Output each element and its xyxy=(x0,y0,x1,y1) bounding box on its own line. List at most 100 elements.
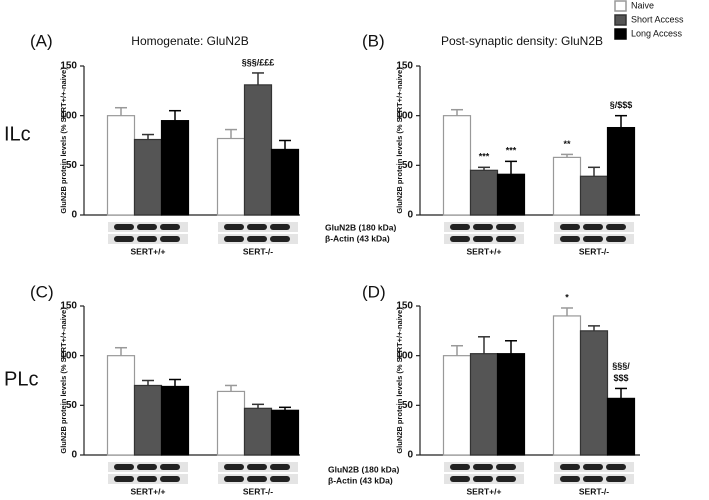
chart-title: Post-synaptic density: GluN2B xyxy=(441,34,603,48)
y-tick-label: 50 xyxy=(402,400,414,411)
legend-label: Long Access xyxy=(631,28,683,38)
legend-label: Naive xyxy=(631,0,654,10)
y-tick-label: 0 xyxy=(407,450,413,461)
blot-band xyxy=(224,476,244,482)
legend-swatch xyxy=(614,0,627,12)
blot-band xyxy=(137,236,157,242)
y-tick-label: 50 xyxy=(66,400,78,411)
x-tick-label: SERT+/+ xyxy=(131,486,166,496)
bar xyxy=(160,385,190,456)
bar xyxy=(270,148,300,216)
blot-band xyxy=(606,236,626,242)
blot-band xyxy=(270,236,290,242)
blot-band xyxy=(247,224,267,230)
panel-label: (A) xyxy=(30,31,53,50)
row-label: PLc xyxy=(4,368,38,390)
bar xyxy=(469,169,499,216)
bar xyxy=(496,353,526,456)
blot-band xyxy=(496,476,516,482)
blot-band xyxy=(450,236,470,242)
blot-band xyxy=(114,464,134,470)
blot-band xyxy=(114,476,134,482)
blot-band xyxy=(160,464,180,470)
y-tick-label: 100 xyxy=(60,110,77,121)
blot-band xyxy=(606,476,626,482)
blot-band xyxy=(473,236,493,242)
blot-band xyxy=(606,224,626,230)
annotation: $$$ xyxy=(613,373,628,383)
blot-band xyxy=(137,224,157,230)
y-tick-label: 0 xyxy=(71,450,77,461)
blot-band xyxy=(137,464,157,470)
annotation: *** xyxy=(479,152,490,162)
blot-band xyxy=(114,236,134,242)
panel-label: (B) xyxy=(362,31,385,50)
bar xyxy=(270,409,300,456)
bar xyxy=(579,330,609,456)
bar xyxy=(216,137,246,216)
y-tick-label: 50 xyxy=(402,160,414,171)
blot-band xyxy=(583,236,603,242)
blot-band xyxy=(606,464,626,470)
x-tick-label: SERT-/- xyxy=(579,486,609,496)
y-tick-label: 50 xyxy=(66,160,78,171)
bar xyxy=(552,315,582,456)
blot-band xyxy=(270,476,290,482)
blot-band xyxy=(247,236,267,242)
blot-band xyxy=(583,464,603,470)
y-axis-label: GluN2B protein levels (% SERT+/+-naive) xyxy=(395,67,404,214)
blot-band xyxy=(270,224,290,230)
bar xyxy=(106,115,136,216)
bar xyxy=(216,390,246,456)
x-tick-label: SERT-/- xyxy=(243,246,273,256)
blot-band xyxy=(450,464,470,470)
bar xyxy=(133,384,163,456)
blot-band xyxy=(224,224,244,230)
annotation: * xyxy=(565,292,569,302)
annotation: §§§/£££ xyxy=(242,57,275,67)
bar xyxy=(243,84,273,216)
blot-band xyxy=(496,236,516,242)
x-tick-label: SERT+/+ xyxy=(467,246,502,256)
bar xyxy=(579,175,609,216)
bar xyxy=(469,353,499,456)
blot-band xyxy=(560,236,580,242)
bar xyxy=(243,407,273,456)
annotation: §/$$$ xyxy=(610,100,633,110)
bar xyxy=(442,115,472,216)
blot-band xyxy=(160,236,180,242)
x-tick-label: SERT-/- xyxy=(243,486,273,496)
blot-band xyxy=(270,464,290,470)
blot-band xyxy=(560,476,580,482)
chart-title: Homogenate: GluN2B xyxy=(131,34,248,48)
y-tick-label: 100 xyxy=(396,350,413,361)
bar xyxy=(606,126,636,216)
blot-band xyxy=(247,476,267,482)
panel-label: (D) xyxy=(362,282,386,301)
blot-band xyxy=(450,476,470,482)
y-tick-label: 100 xyxy=(396,110,413,121)
bar xyxy=(160,120,190,216)
blot-band xyxy=(160,476,180,482)
annotation: *** xyxy=(506,146,517,156)
blot-band xyxy=(473,224,493,230)
y-tick-label: 0 xyxy=(71,210,77,221)
blot-band xyxy=(224,236,244,242)
blot-band xyxy=(137,476,157,482)
y-tick-label: 150 xyxy=(60,301,77,312)
blot-band xyxy=(114,224,134,230)
bar xyxy=(606,397,636,456)
blot-band xyxy=(160,224,180,230)
blot-band xyxy=(560,464,580,470)
legend-swatch xyxy=(614,28,627,40)
blot-band xyxy=(583,476,603,482)
blot-band xyxy=(583,224,603,230)
y-axis-label: GluN2B protein levels (% SERT+/+-naive) xyxy=(59,307,68,454)
bar xyxy=(133,138,163,216)
y-axis-label: GluN2B protein levels (% SERT+/+-naive) xyxy=(395,307,404,454)
blot-band xyxy=(560,224,580,230)
y-tick-label: 0 xyxy=(407,210,413,221)
x-tick-label: SERT+/+ xyxy=(467,486,502,496)
bar xyxy=(106,355,136,456)
